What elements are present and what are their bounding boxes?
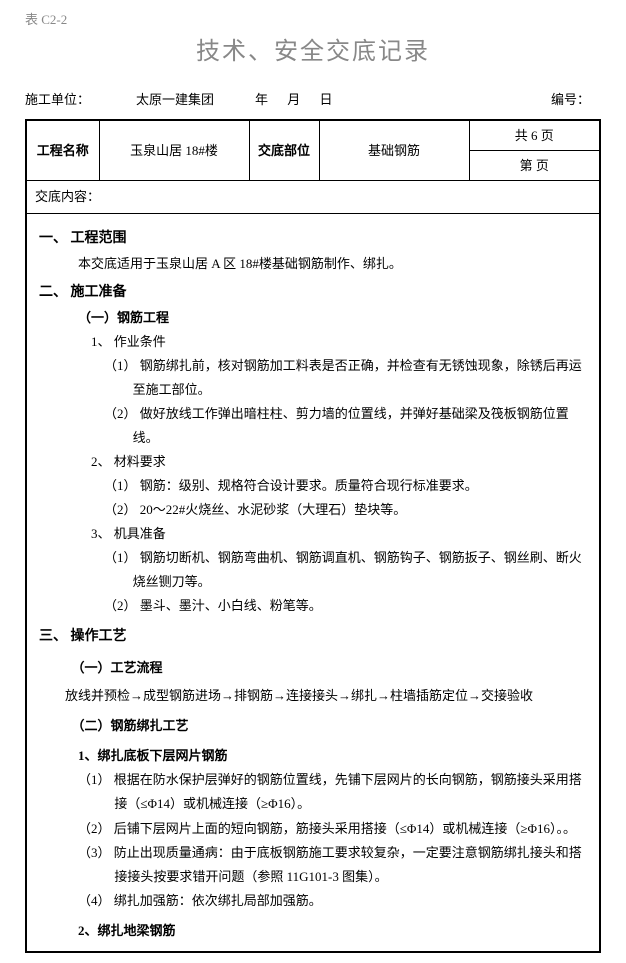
item-3-2-1-1: （1） 根据在防水保护层弹好的钢筋位置线，先铺下层网片的长向钢筋，钢筋接头采用搭… [78, 768, 591, 816]
section-3-2-1: 1、绑扎底板下层网片钢筋 [78, 744, 591, 768]
body-content: 一、 工程范围 本交底适用于玉泉山居 A 区 18#楼基础钢筋制作、绑扎。 二、… [27, 214, 599, 951]
section-2-1-1: 1、 作业条件 [91, 330, 591, 354]
section-1-body: 本交底适用于玉泉山居 A 区 18#楼基础钢筋制作、绑扎。 [78, 252, 591, 276]
page-current: 第 页 [469, 151, 599, 181]
item-2-1-1-2: （2） 做好放线工作弹出暗柱柱、剪力墙的位置线，并弹好基础梁及筏板钢筋位置线。 [104, 402, 591, 450]
part-value: 基础钢筋 [319, 121, 469, 181]
meta-row: 施工单位： 太原一建集团 年 月 日 编号： [25, 88, 601, 111]
item-2-1-1-1: （1） 钢筋绑扎前，核对钢筋加工料表是否正确，并检查有无锈蚀现象，除锈后再运至施… [104, 354, 591, 402]
unit-value: 太原一建集团 [95, 88, 255, 111]
section-2-title: 二、 施工准备 [39, 280, 591, 306]
item-3-2-1-3: （3） 防止出现质量通病：由于底板钢筋施工要求较复杂，一定要注意钢筋绑扎接头和搭… [78, 841, 591, 889]
process-flow: 放线并预检→成型钢筋进场→排钢筋→连接接头→绑扎→柱墙插筋定位→交接验收 [65, 684, 591, 708]
section-3-2-2: 2、绑扎地梁钢筋 [78, 919, 591, 943]
table-code: 表 C2-2 [25, 10, 601, 30]
document-frame: 工程名称 玉泉山居 18#楼 交底部位 基础钢筋 共 6 页 第 页 交底内容：… [25, 119, 601, 953]
page-total: 共 6 页 [469, 121, 599, 151]
unit-label: 施工单位： [25, 88, 95, 111]
part-label: 交底部位 [249, 121, 319, 181]
item-2-1-3-2: （2） 墨斗、墨汁、小白线、粉笔等。 [104, 594, 591, 618]
section-2-1: （一）钢筋工程 [78, 306, 591, 330]
section-2-1-3: 3、 机具准备 [91, 522, 591, 546]
header-table: 工程名称 玉泉山居 18#楼 交底部位 基础钢筋 共 6 页 第 页 [27, 121, 599, 182]
item-2-1-2-2: （2） 20～22#火烧丝、水泥砂浆（大理石）垫块等。 [104, 498, 591, 522]
project-value: 玉泉山居 18#楼 [99, 121, 249, 181]
content-label: 交底内容： [27, 181, 599, 214]
section-3-2: （二）钢筋绑扎工艺 [72, 714, 592, 738]
section-2-1-2: 2、 材料要求 [91, 450, 591, 474]
section-3-1: （一）工艺流程 [72, 656, 592, 680]
section-3-title: 三、 操作工艺 [39, 624, 591, 650]
item-2-1-3-1: （1） 钢筋切断机、钢筋弯曲机、钢筋调直机、钢筋钩子、钢筋扳子、钢丝刷、断火烧丝… [104, 546, 591, 594]
item-2-1-2-1: （1） 钢筋：级别、规格符合设计要求。质量符合现行标准要求。 [104, 474, 591, 498]
section-1-title: 一、 工程范围 [39, 226, 591, 252]
item-3-2-1-4: （4） 绑扎加强筋：依次绑扎局部加强筋。 [78, 889, 591, 913]
number-label: 编号： [551, 88, 601, 111]
item-3-2-1-2: （2） 后铺下层网片上面的短向钢筋，筋接头采用搭接（≤Φ14）或机械连接（≥Φ1… [78, 817, 591, 841]
project-label: 工程名称 [27, 121, 99, 181]
page-title: 技术、安全交底记录 [25, 34, 601, 70]
date-field: 年 月 日 [255, 88, 395, 111]
